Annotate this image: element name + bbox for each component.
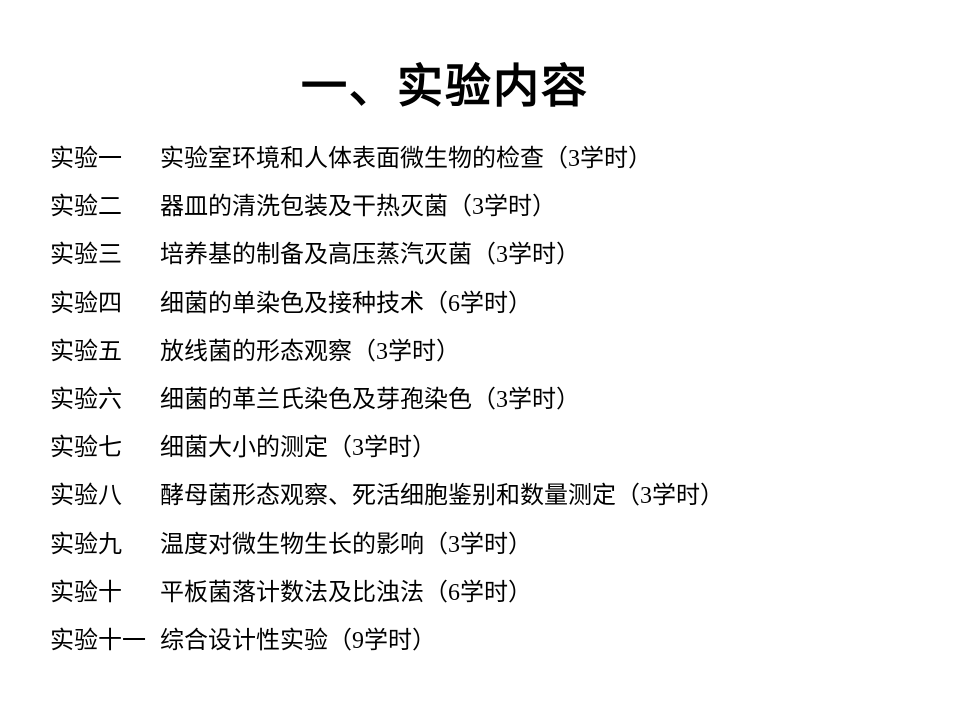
exp-label: 实验二 — [50, 192, 160, 223]
exp-desc: 平板菌落计数法及比浊法（6学时） — [160, 578, 910, 609]
exp-label: 实验八 — [50, 481, 160, 512]
exp-desc: 温度对微生物生长的影响（3学时） — [160, 530, 910, 561]
list-item: 实验三 培养基的制备及高压蒸汽灭菌（3学时） — [50, 240, 910, 271]
list-item: 实验十一 综合设计性实验（9学时） — [50, 626, 910, 657]
exp-desc: 培养基的制备及高压蒸汽灭菌（3学时） — [160, 240, 910, 271]
experiment-list: 实验一 实验室环境和人体表面微生物的检查（3学时） 实验二 器皿的清洗包装及干热… — [50, 144, 910, 657]
list-item: 实验八 酵母菌形态观察、死活细胞鉴别和数量测定（3学时） — [50, 481, 910, 512]
exp-desc: 细菌大小的测定（3学时） — [160, 433, 910, 464]
list-item: 实验五 放线菌的形态观察（3学时） — [50, 337, 910, 368]
exp-label: 实验一 — [50, 144, 160, 175]
exp-desc: 细菌的革兰氏染色及芽孢染色（3学时） — [160, 385, 910, 416]
exp-label: 实验十一 — [50, 626, 160, 657]
exp-desc: 放线菌的形态观察（3学时） — [160, 337, 910, 368]
exp-desc: 器皿的清洗包装及干热灭菌（3学时） — [160, 192, 910, 223]
list-item: 实验九 温度对微生物生长的影响（3学时） — [50, 530, 910, 561]
exp-label: 实验十 — [50, 578, 160, 609]
exp-label: 实验六 — [50, 385, 160, 416]
list-item: 实验二 器皿的清洗包装及干热灭菌（3学时） — [50, 192, 910, 223]
exp-label: 实验四 — [50, 289, 160, 320]
list-item: 实验一 实验室环境和人体表面微生物的检查（3学时） — [50, 144, 910, 175]
list-item: 实验七 细菌大小的测定（3学时） — [50, 433, 910, 464]
exp-label: 实验七 — [50, 433, 160, 464]
exp-label: 实验九 — [50, 530, 160, 561]
slide-title: 一、实验内容 — [0, 50, 910, 116]
exp-desc: 细菌的单染色及接种技术（6学时） — [160, 289, 910, 320]
exp-desc: 综合设计性实验（9学时） — [160, 626, 910, 657]
exp-label: 实验五 — [50, 337, 160, 368]
list-item: 实验四 细菌的单染色及接种技术（6学时） — [50, 289, 910, 320]
slide-container: 一、实验内容 实验一 实验室环境和人体表面微生物的检查（3学时） 实验二 器皿的… — [0, 0, 960, 720]
exp-desc: 酵母菌形态观察、死活细胞鉴别和数量测定（3学时） — [160, 481, 910, 512]
exp-label: 实验三 — [50, 240, 160, 271]
list-item: 实验十 平板菌落计数法及比浊法（6学时） — [50, 578, 910, 609]
list-item: 实验六 细菌的革兰氏染色及芽孢染色（3学时） — [50, 385, 910, 416]
exp-desc: 实验室环境和人体表面微生物的检查（3学时） — [160, 144, 910, 175]
